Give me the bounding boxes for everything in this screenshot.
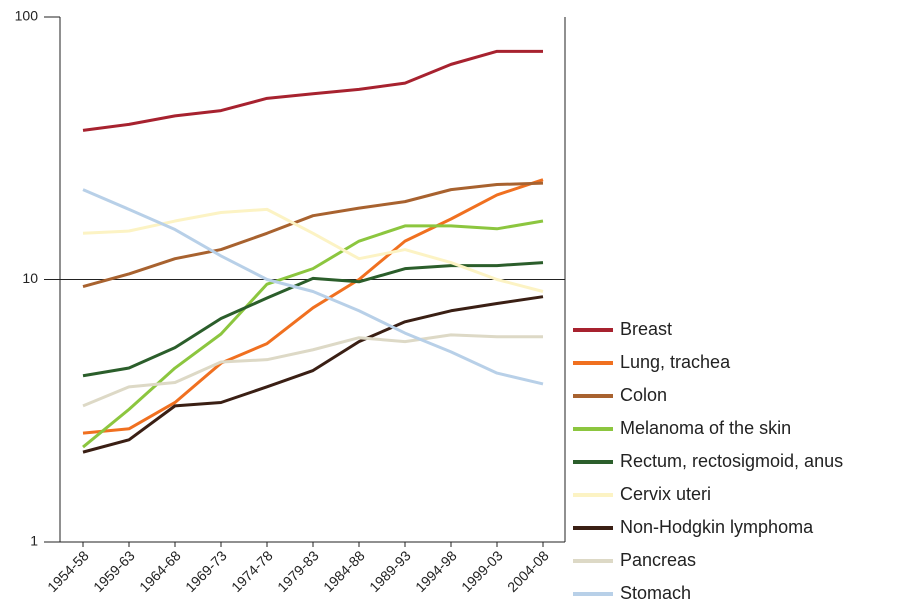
series-line xyxy=(82,49,543,132)
x-tick-label: 1959-63 xyxy=(90,547,138,595)
x-tick-label: 1984-88 xyxy=(320,547,368,595)
series-line xyxy=(82,261,544,378)
legend-label: Non-Hodgkin lymphoma xyxy=(620,517,814,537)
series-line xyxy=(82,333,543,408)
legend-label: Rectum, rectosigmoid, anus xyxy=(620,451,843,471)
x-tick-label: 1969-73 xyxy=(182,547,230,595)
y-tick-label: 100 xyxy=(15,8,39,24)
x-tick-label: 1964-68 xyxy=(136,547,184,595)
series-line xyxy=(82,188,544,386)
x-tick-label: 1974-78 xyxy=(228,547,276,595)
legend-label: Melanoma of the skin xyxy=(620,418,791,438)
legend-label: Lung, trachea xyxy=(620,352,731,372)
y-tick-label: 1 xyxy=(30,533,38,549)
x-tick-label: 2004-08 xyxy=(504,547,552,595)
legend-label: Breast xyxy=(620,319,672,339)
legend-label: Stomach xyxy=(620,583,691,603)
x-tick-label: 1994-98 xyxy=(412,547,460,595)
series-line xyxy=(82,178,544,435)
series-line xyxy=(82,181,544,289)
x-tick-label: 1979-83 xyxy=(274,547,322,595)
x-tick-label: 1954-58 xyxy=(44,547,92,595)
series-line xyxy=(82,219,544,449)
legend-label: Cervix uteri xyxy=(620,484,711,504)
x-tick-label: 1989-93 xyxy=(366,547,414,595)
series-line xyxy=(82,295,544,454)
y-tick-label: 10 xyxy=(22,270,38,286)
legend-label: Colon xyxy=(620,385,667,405)
x-tick-label: 1999-03 xyxy=(458,547,506,595)
legend-label: Pancreas xyxy=(620,550,696,570)
